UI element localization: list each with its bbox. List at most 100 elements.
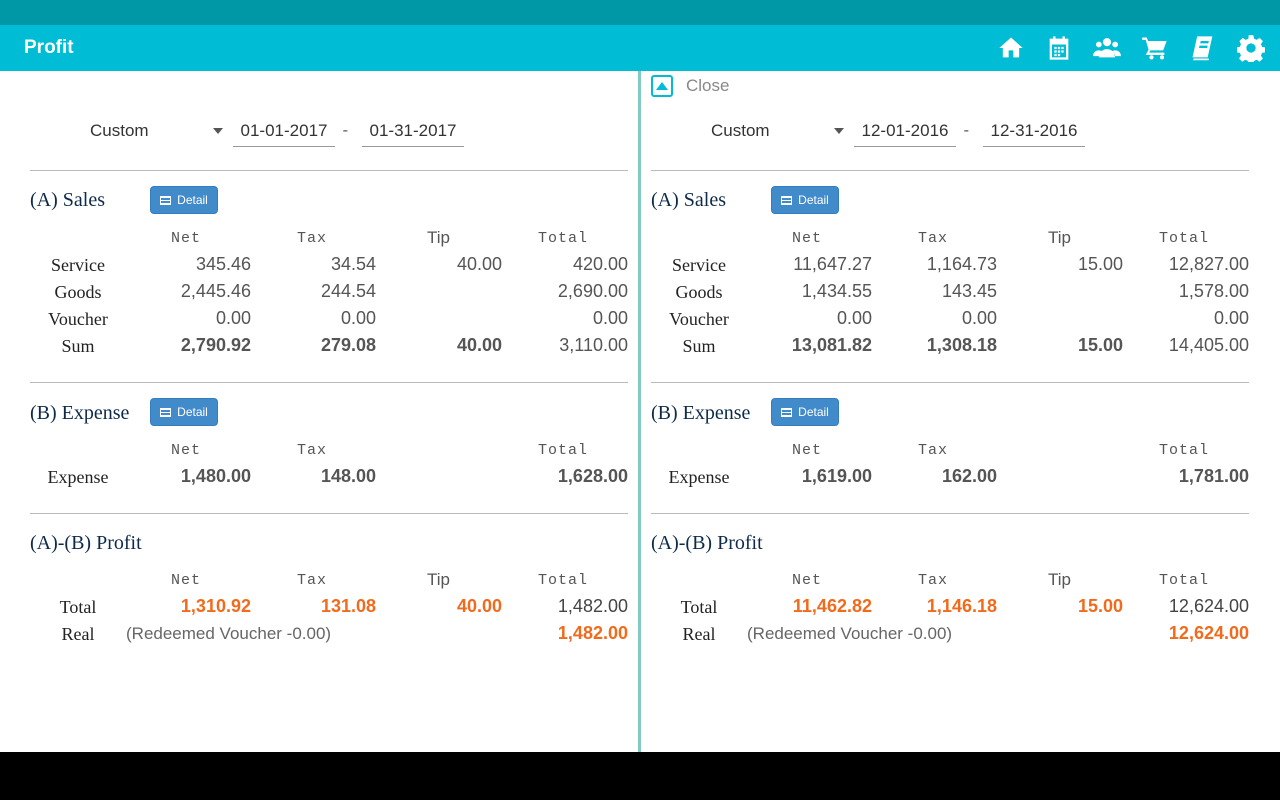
col-header-tax: Tax	[918, 442, 949, 459]
date-range-row: Custom 01-01-2017 - 01-31-2017	[30, 119, 470, 147]
close-label[interactable]: Close	[686, 76, 730, 95]
detail-label: Detail	[798, 193, 829, 207]
redeemed-voucher-note: (Redeemed Voucher -0.00)	[126, 624, 332, 643]
chevron-down-icon[interactable]	[834, 128, 844, 134]
service-tax: 34.54	[330, 254, 376, 274]
col-header-tax: Tax	[918, 230, 949, 247]
sum-net: 13,081.82	[791, 335, 872, 355]
expense-total: 1,628.00	[557, 466, 628, 486]
col-header-net: Net	[792, 230, 823, 247]
col-header-net: Net	[171, 442, 202, 459]
home-icon[interactable]	[996, 33, 1026, 63]
divider	[651, 513, 1249, 514]
chevron-down-icon[interactable]	[213, 128, 223, 134]
date-separator: -	[343, 121, 348, 141]
profit-tip: 40.00	[456, 596, 502, 616]
service-net: 11,647.27	[793, 254, 872, 274]
status-bar	[0, 0, 1280, 25]
row-label-sum: Sum	[61, 336, 95, 356]
sum-total: 14,405.00	[1168, 335, 1249, 355]
calendar-icon[interactable]	[1044, 33, 1074, 63]
profit-tax: 1,146.18	[926, 596, 997, 616]
voucher-net: 0.00	[836, 308, 872, 328]
expense-total: 1,781.00	[1178, 466, 1249, 486]
goods-net: 2,445.46	[180, 281, 251, 301]
col-header-total: Total	[538, 230, 589, 247]
sales-detail-button[interactable]: Detail	[771, 186, 839, 214]
panel-divider	[638, 71, 641, 752]
section-title-expense: (B) Expense	[651, 402, 751, 424]
profit-net: 1,310.92	[180, 596, 251, 616]
section-title-profit: (A)-(B) Profit	[651, 532, 763, 554]
goods-tax: 244.54	[320, 281, 376, 301]
goods-total: 1,578.00	[1178, 281, 1249, 301]
close-compare-button[interactable]: Close	[651, 75, 729, 97]
date-from-field[interactable]: 12-01-2016	[854, 119, 956, 147]
date-separator: -	[964, 121, 969, 141]
expense-net: 1,480.00	[180, 466, 251, 486]
sum-tip: 15.00	[1077, 335, 1123, 355]
col-header-tax: Tax	[297, 230, 328, 247]
sum-tax: 279.08	[320, 335, 376, 355]
service-total: 12,827.00	[1168, 254, 1249, 274]
date-to-field[interactable]: 12-31-2016	[983, 119, 1085, 147]
detail-label: Detail	[177, 193, 208, 207]
book-icon[interactable]	[1188, 33, 1218, 63]
expense-tax: 148.00	[320, 466, 376, 486]
col-header-tip: Tip	[427, 228, 450, 247]
gear-icon[interactable]	[1236, 33, 1266, 63]
row-label-total: Total	[680, 597, 718, 617]
profit-tax: 131.08	[320, 596, 376, 616]
redeemed-voucher-note: (Redeemed Voucher -0.00)	[747, 624, 953, 643]
list-icon	[160, 407, 172, 417]
system-nav-bar	[0, 752, 1280, 800]
range-select[interactable]: Custom	[711, 121, 770, 140]
expense-net: 1,619.00	[801, 466, 872, 486]
voucher-tax: 0.00	[961, 308, 997, 328]
profit-tip: 15.00	[1077, 596, 1123, 616]
col-header-tip: Tip	[1048, 228, 1071, 247]
goods-net: 1,434.55	[801, 281, 872, 301]
section-title-sales: (A) Sales	[30, 189, 105, 211]
divider	[651, 170, 1249, 171]
range-select[interactable]: Custom	[90, 121, 149, 140]
collapse-icon[interactable]	[651, 75, 673, 97]
row-label-expense: Expense	[668, 467, 730, 487]
section-title-expense: (B) Expense	[30, 402, 130, 424]
page-title: Profit	[24, 37, 74, 58]
profit-total: 12,624.00	[1168, 596, 1249, 616]
sales-detail-button[interactable]: Detail	[150, 186, 218, 214]
users-icon[interactable]	[1092, 33, 1122, 63]
list-icon	[781, 195, 793, 205]
row-label-goods: Goods	[675, 282, 723, 302]
voucher-total: 0.00	[1213, 308, 1249, 328]
date-to-field[interactable]: 01-31-2017	[362, 119, 464, 147]
service-tip: 40.00	[456, 254, 502, 274]
expense-detail-button[interactable]: Detail	[150, 398, 218, 426]
expense-detail-button[interactable]: Detail	[771, 398, 839, 426]
date-range-row: Custom 12-01-2016 - 12-31-2016	[651, 119, 1091, 147]
real-total: 1,482.00	[557, 623, 628, 643]
app-bar: Profit	[0, 25, 1280, 71]
col-header-net: Net	[171, 572, 202, 589]
col-header-tip: Tip	[427, 570, 450, 589]
date-from-field[interactable]: 01-01-2017	[233, 119, 335, 147]
voucher-tax: 0.00	[340, 308, 376, 328]
row-label-total: Total	[59, 597, 97, 617]
row-label-service: Service	[51, 255, 105, 275]
expense-tax: 162.00	[941, 466, 997, 486]
sum-tax: 1,308.18	[926, 335, 997, 355]
col-header-net: Net	[171, 230, 202, 247]
col-header-net: Net	[792, 442, 823, 459]
real-total: 12,624.00	[1168, 623, 1249, 643]
row-label-service: Service	[672, 255, 726, 275]
toolbar-actions	[978, 33, 1266, 63]
row-label-voucher: Voucher	[48, 309, 108, 329]
cart-icon[interactable]	[1140, 33, 1170, 63]
col-header-tax: Tax	[918, 572, 949, 589]
detail-label: Detail	[177, 405, 208, 419]
divider	[30, 382, 628, 383]
goods-tax: 143.45	[941, 281, 997, 301]
row-label-real: Real	[682, 624, 716, 644]
period-panel-current: Custom 01-01-2017 - 01-31-2017 (A) Sales…	[30, 71, 650, 752]
